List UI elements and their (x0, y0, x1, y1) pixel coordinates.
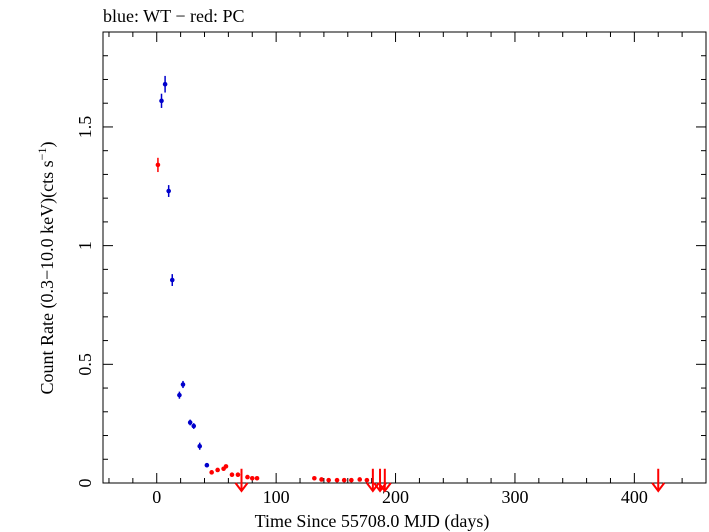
data-point (169, 277, 175, 283)
data-marks (155, 75, 666, 493)
data-point (254, 475, 260, 481)
y-axis-label: Count Rate (0.3−10.0 keV)(cts s−1) (35, 142, 58, 395)
x-axis-label: Time Since 55708.0 MJD (days) (255, 511, 490, 532)
data-point (204, 462, 210, 468)
data-point (223, 464, 229, 469)
x-tick-label: 100 (263, 487, 290, 507)
data-point (334, 477, 340, 483)
data-point (166, 188, 171, 194)
data-point (197, 443, 203, 449)
y-axis-label-exponent: −1 (35, 148, 49, 161)
data-point (341, 477, 347, 483)
plot-frame (102, 31, 707, 484)
data-point (249, 475, 255, 481)
data-point (162, 81, 168, 87)
data-point (326, 477, 331, 483)
x-tick-label: 0 (152, 487, 161, 507)
y-tick-label: 1 (75, 241, 95, 250)
data-point (209, 470, 214, 475)
data-point (159, 98, 164, 104)
data-point (180, 382, 186, 387)
axis-ticks (103, 32, 707, 484)
upper-limit-arrow-head (651, 482, 666, 493)
data-point (319, 477, 324, 482)
chart-title: blue: WT − red: PC (103, 6, 245, 26)
data-point (235, 472, 241, 477)
y-tick-label: 0.5 (75, 353, 95, 376)
data-point (357, 477, 363, 482)
x-tick-label: 300 (501, 487, 528, 507)
data-point (364, 477, 370, 483)
y-tick-label: 0 (75, 479, 95, 488)
data-point (215, 467, 220, 473)
y-tick-label: 1.5 (75, 116, 95, 138)
data-point (245, 474, 250, 480)
data-point (191, 423, 197, 429)
data-point (155, 162, 161, 168)
data-point (177, 392, 182, 398)
x-tick-label: 400 (621, 487, 648, 507)
data-point (187, 420, 193, 425)
series-pc (155, 157, 666, 493)
y-axis-label-main: Count Rate (0.3−10.0 keV)(cts s (37, 160, 58, 394)
upper-limit-arrow-head (234, 482, 249, 493)
data-point (229, 472, 235, 477)
series-wt (159, 75, 210, 468)
data-point (312, 475, 317, 481)
axis-tick-labels: 0 100 200 300 400 0 0.5 1 1.5 (75, 116, 648, 507)
upper-limit-arrow-head (377, 482, 392, 493)
x-tick-label: 200 (382, 487, 409, 507)
data-point (349, 477, 354, 483)
y-axis-label-close: ) (37, 142, 58, 148)
